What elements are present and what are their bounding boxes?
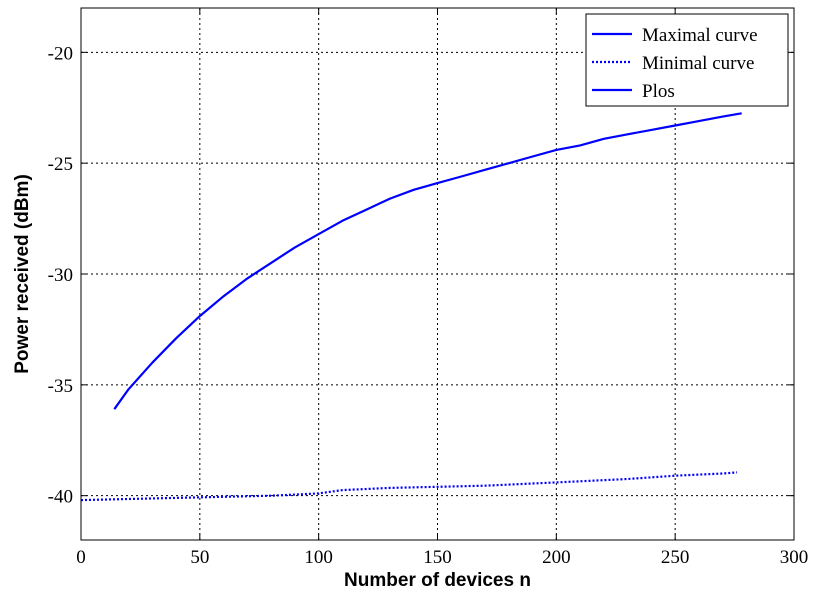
x-tick-label: 0: [76, 547, 86, 568]
y-axis-title: Power received (dBm): [12, 174, 33, 374]
axis-ticks: [80, 8, 795, 540]
series-line-1: [80, 471, 738, 502]
x-tick-label: 200: [542, 547, 571, 568]
x-tick-label: 100: [304, 547, 333, 568]
tick-labels: 0 50 100 150 200 250 300 -40 -35 -30 -25 -20: [48, 43, 809, 568]
legend-label-0: Maximal curve: [642, 25, 758, 46]
x-tick-label: 150: [423, 547, 452, 568]
legend-label-2: Plos: [642, 81, 675, 102]
y-tick-label: -35: [48, 376, 73, 397]
x-tick-label: 300: [780, 547, 809, 568]
legend-label-1: Minimal curve: [642, 53, 754, 74]
x-axis-title: Number of devices n: [344, 570, 531, 591]
x-tick-label: 50: [190, 547, 209, 568]
y-tick-label: -25: [48, 154, 73, 175]
series-layer: [80, 112, 742, 502]
y-tick-label: -40: [48, 487, 73, 508]
y-tick-label: -20: [48, 43, 73, 64]
x-tick-label: 250: [661, 547, 690, 568]
y-tick-label: -30: [48, 265, 73, 286]
grid-lines: [81, 8, 794, 540]
series-line-0: [113, 112, 742, 410]
legend: Maximal curve Minimal curve Plos: [585, 13, 789, 107]
